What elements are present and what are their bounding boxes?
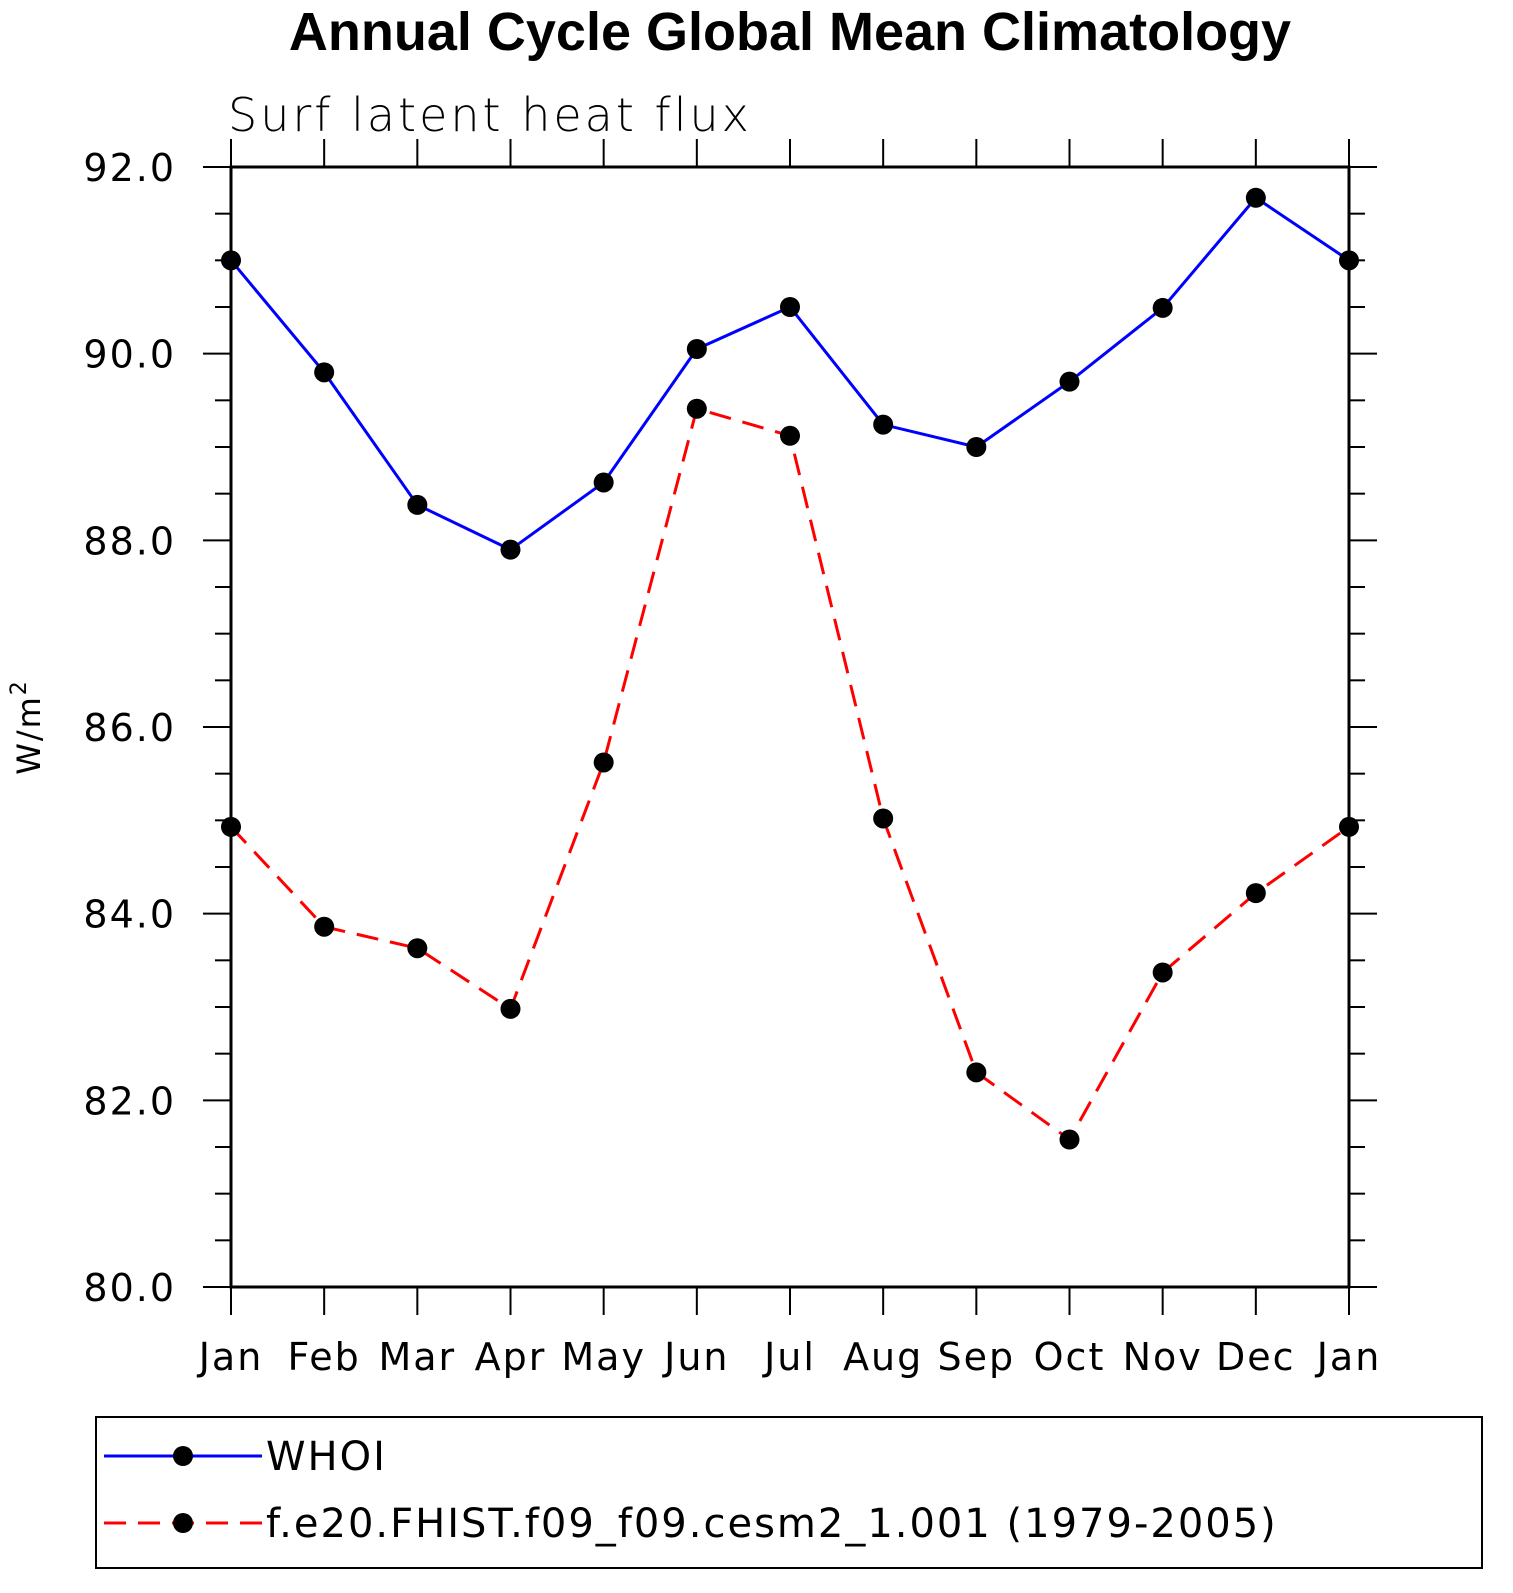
axis-ticks <box>203 139 1377 1315</box>
data-point <box>1245 883 1266 904</box>
series-1 <box>221 187 1359 560</box>
x-tick-label: Nov <box>1123 1335 1203 1379</box>
series-2 <box>221 398 1359 1150</box>
y-tick-label: 82.0 <box>83 1079 176 1123</box>
y-axis-label: W/m2 <box>7 679 48 775</box>
data-point <box>1339 250 1359 271</box>
y-axis-label-superscript: 2 <box>7 679 32 695</box>
data-point <box>686 339 707 359</box>
data-point <box>314 916 335 937</box>
data-point <box>407 494 428 515</box>
legend-marker <box>173 1446 193 1466</box>
legend-label: WHOI <box>266 1434 387 1480</box>
data-point <box>873 414 894 435</box>
plot-frame <box>229 165 1351 1289</box>
data-point <box>780 425 800 446</box>
data-point <box>593 752 614 773</box>
x-tick-label: Feb <box>288 1335 361 1379</box>
data-point <box>221 250 241 271</box>
legend: WHOI f.e20.FHIST.f09_f09.cesm2_1.001 (197… <box>95 1416 1483 1569</box>
series-line <box>229 195 1350 552</box>
legend-entries: WHOI f.e20.FHIST.f09_f09.cesm2_1.001 (197… <box>104 1434 1278 1547</box>
x-tick-label: Jan <box>1315 1335 1382 1379</box>
x-tick-label: Oct <box>1034 1335 1106 1379</box>
y-tick-label: 84.0 <box>83 893 176 937</box>
x-tick-label: Sep <box>938 1335 1016 1379</box>
y-axis-label-unit: W/m <box>10 695 48 775</box>
y-tick-label: 90.0 <box>83 333 176 377</box>
chart-subtitle: Surf latent heat flux <box>228 88 752 142</box>
legend-entry: f.e20.FHIST.f09_f09.cesm2_1.001 (1979-20… <box>104 1501 1278 1547</box>
data-point <box>780 297 800 317</box>
data-point <box>593 472 614 493</box>
x-tick-labels: Jan Feb Mar Apr May Jun Jul Aug Sep Oct Nov Dec Jan <box>197 1335 1382 1379</box>
data-point <box>1245 187 1266 208</box>
legend-box <box>95 1416 1483 1569</box>
x-tick-label: Aug <box>843 1335 923 1379</box>
y-tick-label: 86.0 <box>83 706 176 750</box>
data-point <box>686 398 707 419</box>
data-point <box>407 938 428 959</box>
y-tick-label: 80.0 <box>83 1266 176 1310</box>
data-point <box>1152 297 1173 318</box>
data-point <box>1059 1129 1080 1150</box>
x-tick-label: Jan <box>197 1335 264 1379</box>
y-tick-labels: 80.0 82.0 84.0 86.0 88.0 90.0 92.0 <box>83 146 176 1310</box>
data-point <box>966 437 987 457</box>
legend-label: f.e20.FHIST.f09_f09.cesm2_1.001 (1979-20… <box>266 1501 1278 1547</box>
data-point <box>1339 816 1359 837</box>
data-point <box>1059 371 1080 392</box>
x-tick-label: Dec <box>1216 1335 1296 1379</box>
x-tick-label: Apr <box>475 1335 547 1379</box>
x-tick-label: May <box>561 1335 646 1379</box>
series-lines <box>221 187 1359 1150</box>
legend-marker <box>173 1513 193 1533</box>
data-point <box>873 808 894 829</box>
data-point <box>314 362 335 383</box>
data-point <box>1152 962 1173 983</box>
x-tick-label: Jul <box>762 1335 816 1379</box>
y-tick-label: 92.0 <box>83 146 176 190</box>
chart-title: Annual Cycle Global Mean Climatology <box>289 2 1291 62</box>
x-tick-label: Jun <box>662 1335 729 1379</box>
data-point <box>500 539 521 560</box>
legend-entry: WHOI <box>104 1434 387 1480</box>
data-point <box>966 1062 987 1083</box>
data-point <box>221 816 241 837</box>
x-tick-label: Mar <box>378 1335 456 1379</box>
data-point <box>500 998 521 1019</box>
series-line <box>229 406 1350 1142</box>
y-tick-label: 88.0 <box>83 519 176 563</box>
